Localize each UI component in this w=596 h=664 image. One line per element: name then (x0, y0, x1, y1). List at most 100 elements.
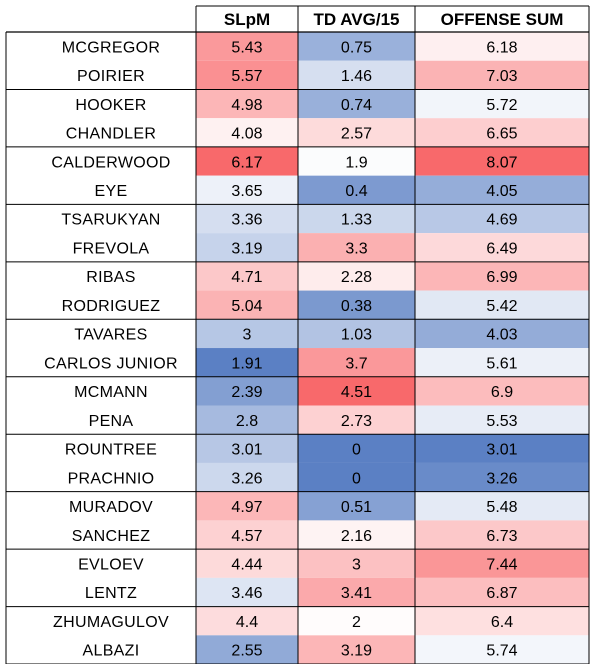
cell-value: 3.19 (341, 643, 372, 660)
heat-cell (298, 89, 415, 119)
heat-cell (196, 462, 298, 492)
heat-cell (196, 577, 298, 607)
fighter-name: CALDERWOOD (51, 154, 170, 171)
cell-value: 2.55 (231, 643, 262, 660)
heat-cell (298, 405, 415, 435)
table-row (6, 261, 589, 291)
table-row (6, 376, 589, 406)
cell-value: 5.48 (486, 499, 517, 516)
cell-value: 5.04 (231, 298, 262, 315)
heat-cell (196, 261, 298, 291)
cell-value: 4.4 (236, 614, 258, 631)
heat-cell (415, 376, 589, 406)
cell-value: 0.38 (341, 298, 372, 315)
fighter-name: ROUNTREE (65, 442, 157, 459)
fighter-name: EVLOEV (78, 557, 144, 574)
cell-value: 4.69 (486, 212, 517, 229)
name-cell (6, 405, 196, 435)
name-cell (6, 319, 196, 349)
name-cell (6, 233, 196, 262)
heat-cell (196, 549, 298, 578)
heat-cell (298, 520, 415, 550)
heat-cell (298, 290, 415, 320)
heat-cell (298, 204, 415, 234)
table-row (6, 405, 589, 435)
cell-value: 4.08 (231, 126, 262, 143)
table-row (6, 290, 589, 320)
name-cell (6, 175, 196, 205)
heat-cell (196, 32, 298, 61)
name-cell (6, 89, 196, 119)
heat-cell (415, 261, 589, 291)
cell-value: 5.57 (231, 68, 262, 85)
cell-value: 2 (352, 614, 361, 631)
heat-cell (415, 175, 589, 205)
name-cell (6, 290, 196, 320)
heat-cell (196, 520, 298, 550)
cell-value: 4.71 (231, 269, 262, 286)
heat-cell (415, 118, 589, 147)
name-cell (6, 434, 196, 463)
cell-value: 6.18 (486, 39, 517, 56)
heat-cell (298, 348, 415, 377)
table-row (6, 520, 589, 550)
table-row (6, 434, 589, 463)
cell-value: 0 (352, 442, 361, 459)
name-cell (6, 635, 196, 664)
cell-value: 0.75 (341, 39, 372, 56)
table-row (6, 635, 589, 664)
name-cell (6, 146, 196, 176)
fighter-name: PRACHNIO (68, 470, 155, 487)
cell-value: 4.57 (231, 528, 262, 545)
cell-value: 5.61 (486, 355, 517, 372)
cell-value: 3.26 (486, 470, 517, 487)
cell-value: 4.98 (231, 97, 262, 114)
name-cell (6, 348, 196, 377)
table-row (6, 118, 589, 147)
cell-value: 3.3 (345, 240, 367, 257)
cell-value: 3.26 (231, 470, 262, 487)
fighter-name: FREVOLA (73, 240, 150, 257)
cell-value: 3 (243, 327, 252, 344)
table-row (6, 319, 589, 349)
fighter-name: CHANDLER (66, 126, 156, 143)
heat-cell (298, 233, 415, 262)
table-row (6, 32, 589, 61)
fighter-name: TSARUKYAN (61, 212, 160, 229)
cell-value: 7.44 (486, 557, 517, 574)
cell-value: 3.7 (345, 355, 367, 372)
column-header: OFFENSE SUM (441, 10, 564, 29)
name-cell (6, 204, 196, 234)
heat-cell (298, 491, 415, 521)
cell-value: 3.01 (486, 442, 517, 459)
heat-cell (196, 606, 298, 636)
cell-value: 3.01 (231, 442, 262, 459)
heat-cell (298, 32, 415, 61)
name-cell (6, 261, 196, 291)
heat-cell (415, 348, 589, 377)
table-row (6, 89, 589, 119)
fighter-name: LENTZ (85, 585, 137, 602)
heat-cell (415, 204, 589, 234)
heat-cell (196, 204, 298, 234)
heat-cell (415, 60, 589, 90)
fighter-name: EYE (95, 183, 128, 200)
heat-cell (415, 290, 589, 320)
fighter-name: ZHUMAGULOV (53, 614, 169, 631)
cell-value: 0.4 (345, 183, 367, 200)
heat-cell (298, 261, 415, 291)
cell-value: 1.9 (345, 154, 367, 171)
heat-cell (298, 635, 415, 664)
cell-value: 4.97 (231, 499, 262, 516)
cell-value: 5.53 (486, 413, 517, 430)
cell-value: 4.44 (231, 557, 262, 574)
heat-cell (196, 60, 298, 90)
heat-cell (196, 319, 298, 349)
heat-cell (298, 146, 415, 176)
cell-value: 6.87 (486, 585, 517, 602)
heat-cell (196, 233, 298, 262)
cell-value: 5.74 (486, 643, 517, 660)
cell-value: 2.16 (341, 528, 372, 545)
cell-value: 6.17 (231, 154, 262, 171)
